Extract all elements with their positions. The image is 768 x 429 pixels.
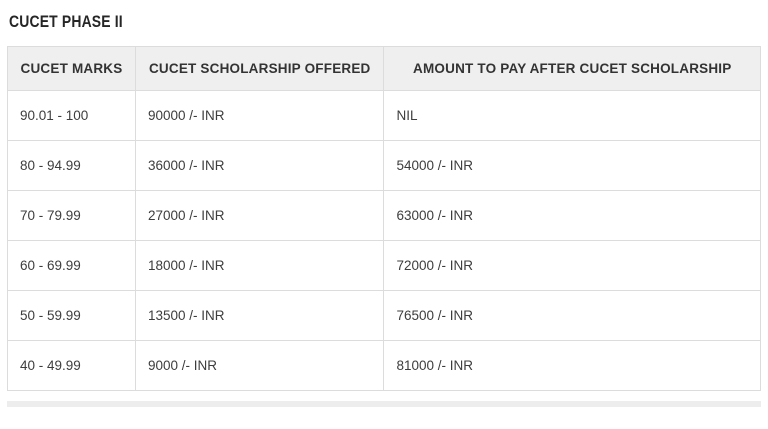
table-cell: 27000 /- INR <box>134 190 385 241</box>
column-header-cucet-marks: CUCET MARKS <box>7 46 136 91</box>
table-header-row: CUCET MARKS CUCET SCHOLARSHIP OFFERED AM… <box>7 46 761 91</box>
table-cell: 81000 /- INR <box>383 340 761 391</box>
column-header-amount-to-pay: AMOUNT TO PAY AFTER CUCET SCHOLARSHIP <box>383 46 761 91</box>
table-cell: 18000 /- INR <box>134 240 385 291</box>
table-row: 80 - 94.99 36000 /- INR 54000 /- INR <box>7 140 761 191</box>
table-body: 90.01 - 100 90000 /- INR NIL 80 - 94.99 3600… <box>7 90 761 391</box>
table-cell: 40 - 49.99 <box>7 340 136 391</box>
table-cell: 36000 /- INR <box>134 140 385 191</box>
table-row: 70 - 79.99 27000 /- INR 63000 /- INR <box>7 190 761 241</box>
table-cell: NIL <box>383 90 761 141</box>
table-cell: 76500 /- INR <box>383 290 761 341</box>
table-cell: 63000 /- INR <box>383 190 761 241</box>
table-cell: 72000 /- INR <box>383 240 761 291</box>
table-cell: 54000 /- INR <box>383 140 761 191</box>
table-header: CUCET MARKS CUCET SCHOLARSHIP OFFERED AM… <box>7 46 761 91</box>
table-row: 60 - 69.99 18000 /- INR 72000 /- INR <box>7 240 761 291</box>
table-cell: 13500 /- INR <box>134 290 385 341</box>
table-cell: 9000 /- INR <box>134 340 385 391</box>
table-cell: 90000 /- INR <box>134 90 385 141</box>
table-row: 50 - 59.99 13500 /- INR 76500 /- INR <box>7 290 761 341</box>
table-cell: 80 - 94.99 <box>7 140 136 191</box>
bottom-strip <box>7 401 761 407</box>
table-cell: 60 - 69.99 <box>7 240 136 291</box>
table-row: 90.01 - 100 90000 /- INR NIL <box>7 90 761 141</box>
table-cell: 50 - 59.99 <box>7 290 136 341</box>
table-row: 40 - 49.99 9000 /- INR 81000 /- INR <box>7 340 761 391</box>
page-title: CUCET PHASE II <box>9 12 123 31</box>
table-cell: 70 - 79.99 <box>7 190 136 241</box>
table-cell: 90.01 - 100 <box>7 90 136 141</box>
column-header-scholarship-offered: CUCET SCHOLARSHIP OFFERED <box>134 46 385 91</box>
scholarship-table: CUCET MARKS CUCET SCHOLARSHIP OFFERED AM… <box>7 46 761 391</box>
